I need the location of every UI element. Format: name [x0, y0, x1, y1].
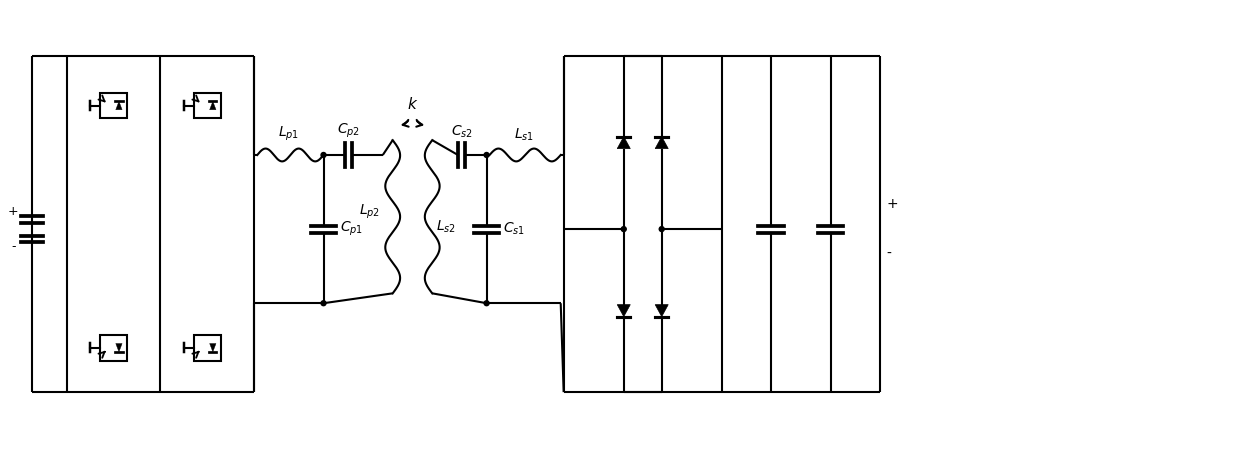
Text: +: + [887, 197, 899, 211]
Text: $L_{p2}$: $L_{p2}$ [358, 203, 379, 221]
Text: $L_{s2}$: $L_{s2}$ [436, 219, 456, 235]
Text: $k$: $k$ [407, 97, 418, 112]
Polygon shape [618, 137, 630, 148]
Circle shape [660, 227, 665, 232]
Circle shape [321, 153, 326, 157]
Circle shape [621, 227, 626, 232]
Polygon shape [655, 137, 668, 148]
Circle shape [321, 301, 326, 306]
Polygon shape [618, 305, 630, 317]
Polygon shape [115, 101, 122, 109]
Polygon shape [210, 101, 216, 109]
Text: -: - [11, 240, 15, 254]
Text: $C_{p1}$: $C_{p1}$ [340, 220, 363, 238]
Circle shape [484, 301, 489, 306]
Bar [193, 335, 221, 361]
Polygon shape [115, 344, 122, 352]
Circle shape [484, 153, 489, 157]
Text: $L_{p1}$: $L_{p1}$ [278, 125, 300, 143]
Bar [99, 93, 128, 118]
Polygon shape [655, 305, 668, 317]
Text: $L_{s1}$: $L_{s1}$ [513, 127, 533, 143]
Bar [99, 335, 128, 361]
Polygon shape [210, 344, 216, 352]
Text: $C_{p2}$: $C_{p2}$ [337, 122, 360, 140]
Text: $C_{s1}$: $C_{s1}$ [503, 221, 526, 237]
Text: -: - [887, 247, 892, 261]
Text: +: + [7, 205, 19, 218]
Text: $C_{s2}$: $C_{s2}$ [451, 124, 472, 140]
Bar [193, 93, 221, 118]
